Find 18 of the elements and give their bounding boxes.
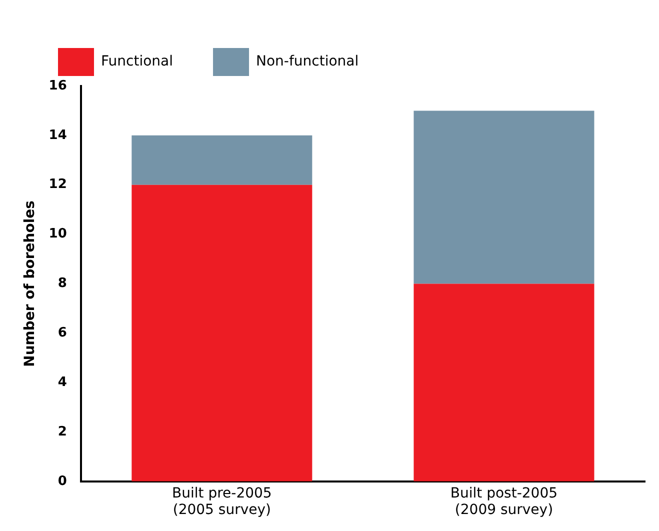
bar (414, 110, 594, 284)
y-tick-label: 2 (58, 424, 67, 440)
legend-label: Non-functional (256, 54, 359, 70)
y-tick-label: 4 (58, 374, 67, 390)
y-tick-label: 0 (58, 474, 67, 489)
y-tick-label: 6 (58, 326, 67, 340)
y-axis-title: Number of boreholes (22, 200, 38, 367)
y-tick-label: 12 (48, 177, 67, 192)
bar (132, 184, 312, 482)
y-tick-label: 10 (48, 226, 67, 242)
legend-label: Functional (101, 54, 174, 70)
y-tick-label: 16 (48, 78, 67, 94)
y-tick-label: 8 (58, 276, 67, 292)
x-tick-label: Built pre-2005 (2005 survey) (172, 485, 272, 518)
bar (132, 135, 312, 185)
bar (414, 284, 594, 482)
y-tick-label: 14 (48, 128, 67, 143)
x-tick-label: Built post-2005 (2009 survey) (450, 485, 558, 518)
